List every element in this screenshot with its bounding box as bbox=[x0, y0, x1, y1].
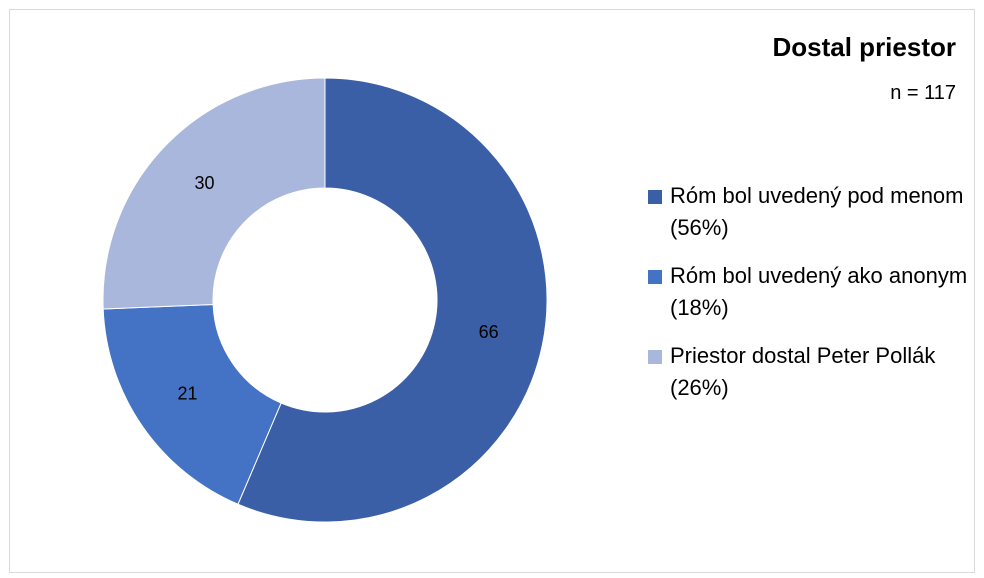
slice-value-label: 66 bbox=[479, 322, 499, 342]
slice-anonymous bbox=[102, 303, 282, 505]
legend-swatch-pollak bbox=[648, 350, 662, 364]
slice-value-label: 30 bbox=[195, 173, 215, 193]
chart-subtitle: n = 117 bbox=[890, 82, 956, 104]
slice-value-label: 21 bbox=[178, 384, 198, 404]
legend-swatch-under-name bbox=[648, 190, 662, 204]
chart-legend: Róm bol uvedený pod menom (56%) Róm bol … bbox=[648, 180, 968, 420]
legend-label-anonymous: Róm bol uvedený ako anonym (18%) bbox=[670, 263, 968, 320]
slice-pollak bbox=[102, 77, 326, 310]
chart-title: Dostal priestor bbox=[772, 32, 957, 62]
legend-swatch-anonymous bbox=[648, 270, 662, 284]
slice-under-name bbox=[237, 77, 548, 523]
legend-label-under-name: Róm bol uvedený pod menom (56%) bbox=[670, 183, 964, 240]
legend-item-pollak: Priestor dostal Peter Pollák (26%) bbox=[648, 340, 968, 404]
donut-value-labels: 66 21 30 bbox=[178, 173, 499, 404]
donut-slices bbox=[102, 77, 548, 523]
legend-item-under-name: Róm bol uvedený pod menom (56%) bbox=[648, 180, 968, 244]
legend-label-pollak: Priestor dostal Peter Pollák (26%) bbox=[670, 343, 936, 400]
legend-item-anonymous: Róm bol uvedený ako anonym (18%) bbox=[648, 260, 968, 324]
